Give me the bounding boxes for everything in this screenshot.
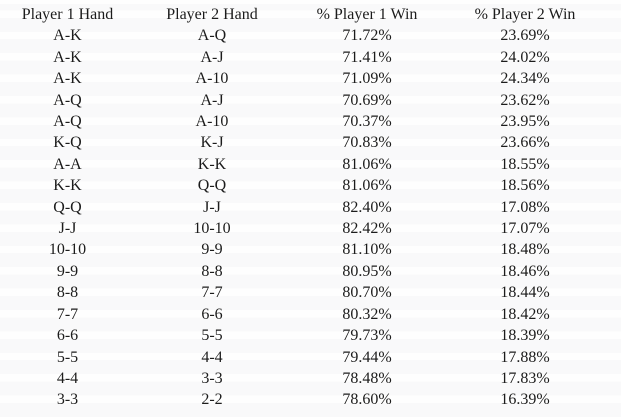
table-cell: 82.42% xyxy=(342,220,392,238)
table-cell: 6-6 xyxy=(56,327,79,345)
table-cell: 24.02% xyxy=(500,48,550,66)
table-cell: 18.42% xyxy=(500,305,550,323)
table-cell: 71.41% xyxy=(342,48,392,66)
table-cell: 24.34% xyxy=(500,70,550,88)
poker-win-table: Player 1 Hand Player 2 Hand % Player 1 W… xyxy=(0,4,605,411)
table-cell: 81.06% xyxy=(342,155,392,173)
table-body: A-K A-Q 71.72% 23.69% A-K A-J 71.41% 24.02% A-K A… xyxy=(0,25,605,410)
table-cell: 6-6 xyxy=(201,305,223,323)
table-cell: A-10 xyxy=(195,113,229,131)
table-row: J-J 10-10 82.42% 17.07% xyxy=(0,218,605,239)
table-cell: 9-9 xyxy=(56,262,79,280)
table-cell: 10-10 xyxy=(48,241,87,259)
table-cell: 80.70% xyxy=(342,284,392,302)
table-cell: 8-8 xyxy=(201,262,223,280)
table-cell: 80.95% xyxy=(342,262,392,280)
column-header-player2-hand: Player 2 Hand xyxy=(166,6,258,23)
table-cell: 2-2 xyxy=(201,391,223,409)
table-cell: 71.72% xyxy=(342,27,392,45)
table-cell: A-J xyxy=(200,91,224,109)
table-row: A-K A-Q 71.72% 23.69% xyxy=(0,25,605,46)
table-cell: 18.46% xyxy=(500,262,550,280)
table-cell: 71.09% xyxy=(342,70,392,88)
column-header-player1-win: % Player 1 Win xyxy=(316,6,418,23)
table-row: 5-5 4-4 79.44% 17.88% xyxy=(0,347,605,368)
table-cell: 81.10% xyxy=(342,241,392,259)
table-cell: A-K xyxy=(53,70,82,88)
table-cell: 70.37% xyxy=(342,113,392,131)
table-cell: A-10 xyxy=(195,70,229,88)
table-cell: 70.69% xyxy=(342,91,392,109)
table-cell: Q-Q xyxy=(197,177,227,195)
table-row: A-Q A-J 70.69% 23.62% xyxy=(0,90,605,111)
table-cell: K-Q xyxy=(53,134,82,152)
table-cell: 3-3 xyxy=(201,369,223,387)
table-cell: 7-7 xyxy=(201,284,223,302)
table-cell: 17.88% xyxy=(500,348,550,366)
table-cell: 18.56% xyxy=(500,177,550,195)
table-cell: A-K xyxy=(53,48,82,66)
table-cell: 7-7 xyxy=(56,305,79,323)
table-row: 4-4 3-3 78.48% 17.83% xyxy=(0,368,605,389)
table-row: 8-8 7-7 80.70% 18.44% xyxy=(0,282,605,303)
table-row: 10-10 9-9 81.10% 18.48% xyxy=(0,239,605,260)
table-row: 7-7 6-6 80.32% 18.42% xyxy=(0,304,605,325)
table-row: A-Q A-10 70.37% 23.95% xyxy=(0,111,605,132)
table-cell: 8-8 xyxy=(56,284,79,302)
table-cell: A-K xyxy=(53,27,82,45)
table-row: K-Q K-J 70.83% 23.66% xyxy=(0,132,605,153)
table-cell: 17.08% xyxy=(500,198,550,216)
table-cell: 81.06% xyxy=(342,177,392,195)
table-cell: 79.73% xyxy=(342,327,392,345)
table-row: A-A K-K 81.06% 18.55% xyxy=(0,154,605,175)
table-cell: 78.60% xyxy=(342,391,392,409)
table-cell: 79.44% xyxy=(342,348,392,366)
document-page: Player 1 Hand Player 2 Hand % Player 1 W… xyxy=(0,4,621,417)
table-row: Q-Q J-J 82.40% 17.08% xyxy=(0,197,605,218)
table-row: 9-9 8-8 80.95% 18.46% xyxy=(0,261,605,282)
table-cell: 18.48% xyxy=(500,241,550,259)
table-cell: 18.39% xyxy=(500,327,550,345)
table-cell: 78.48% xyxy=(342,369,392,387)
table-cell: 23.66% xyxy=(500,134,550,152)
table-row: K-K Q-Q 81.06% 18.56% xyxy=(0,175,605,196)
table-header-row: Player 1 Hand Player 2 Hand % Player 1 W… xyxy=(0,4,605,25)
table-cell: 5-5 xyxy=(56,348,79,366)
table-row: 3-3 2-2 78.60% 16.39% xyxy=(0,389,605,410)
table-cell: 5-5 xyxy=(201,327,223,345)
table-cell: K-K xyxy=(197,155,227,173)
table-cell: 23.69% xyxy=(500,27,550,45)
table-cell: 17.07% xyxy=(500,220,550,238)
table-cell: 82.40% xyxy=(342,198,392,216)
table-cell: 9-9 xyxy=(201,241,223,259)
table-cell: 4-4 xyxy=(56,369,79,387)
table-cell: K-K xyxy=(53,177,82,195)
table-cell: J-J xyxy=(58,220,77,238)
table-cell: 10-10 xyxy=(193,220,231,238)
table-row: 6-6 5-5 79.73% 18.39% xyxy=(0,325,605,346)
table-cell: K-J xyxy=(200,134,224,152)
table-cell: 18.44% xyxy=(500,284,550,302)
table-row: A-K A-J 71.41% 24.02% xyxy=(0,47,605,68)
table-cell: A-A xyxy=(53,155,82,173)
table-cell: Q-Q xyxy=(53,198,82,216)
table-cell: 23.62% xyxy=(500,91,550,109)
table-cell: 16.39% xyxy=(500,391,550,409)
table-cell: A-Q xyxy=(197,27,227,45)
table-cell: A-Q xyxy=(53,113,82,131)
table-cell: 17.83% xyxy=(500,369,550,387)
table-cell: 70.83% xyxy=(342,134,392,152)
table-cell: 3-3 xyxy=(56,391,79,409)
column-header-player1-hand: Player 1 Hand xyxy=(21,6,114,23)
table-cell: J-J xyxy=(203,198,221,216)
table-cell: 23.95% xyxy=(500,113,550,131)
table-row: A-K A-10 71.09% 24.34% xyxy=(0,68,605,89)
table-cell: A-J xyxy=(200,48,224,66)
column-header-player2-win: % Player 2 Win xyxy=(474,6,576,23)
table-cell: A-Q xyxy=(53,91,82,109)
table-cell: 80.32% xyxy=(342,305,392,323)
table-cell: 18.55% xyxy=(500,155,550,173)
table-cell: 4-4 xyxy=(201,348,223,366)
